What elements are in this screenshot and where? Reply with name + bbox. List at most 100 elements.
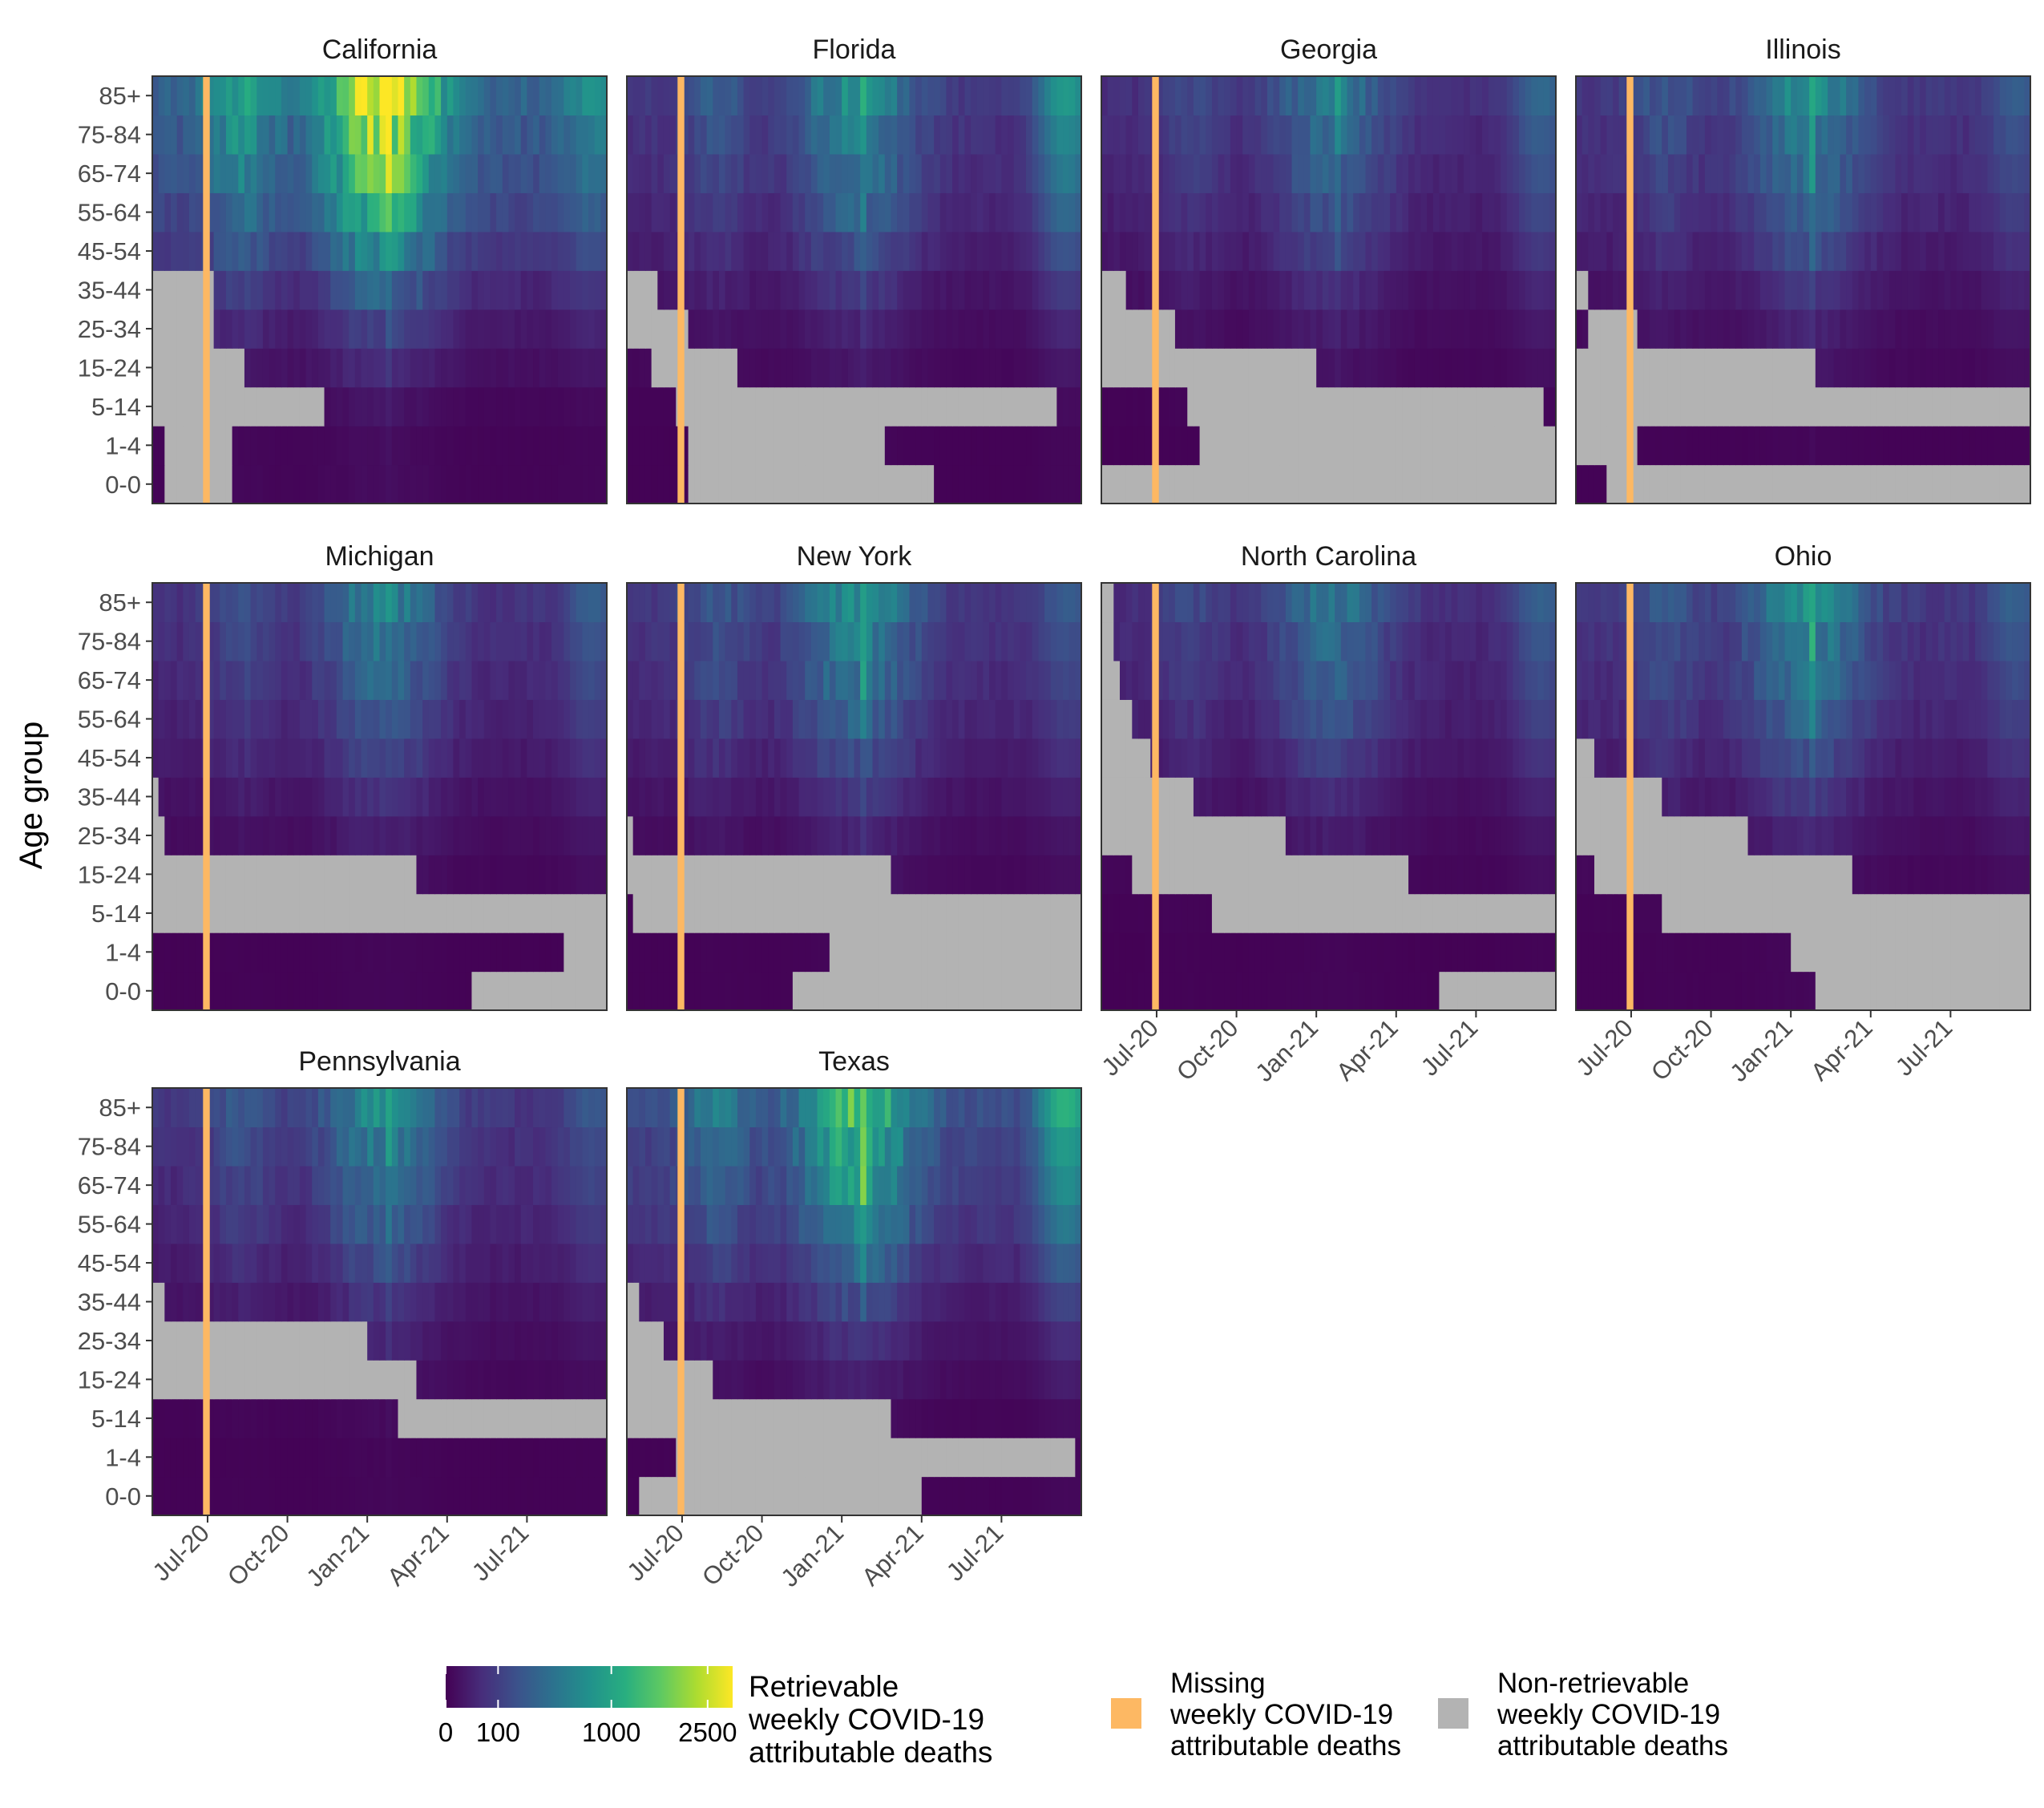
heatmap-cell	[152, 192, 159, 232]
heatmap-cell	[386, 348, 392, 387]
heatmap-cell	[1613, 192, 1619, 232]
heatmap-cell	[1298, 426, 1304, 465]
heatmap-cell	[1249, 192, 1255, 232]
heatmap-cell	[1353, 232, 1359, 271]
heatmap-cell	[1638, 426, 1644, 465]
heatmap-cell	[903, 699, 910, 738]
heatmap-cell	[257, 855, 263, 894]
heatmap-cell	[1014, 738, 1020, 778]
heatmap-cell	[1876, 76, 1883, 115]
heatmap-cell	[238, 583, 244, 622]
heatmap-cell	[306, 387, 313, 427]
heatmap-cell	[1353, 426, 1359, 465]
heatmap-cell	[1876, 309, 1883, 349]
heatmap-cell	[744, 465, 750, 504]
heatmap-cell	[1576, 115, 1582, 154]
heatmap-cell	[959, 309, 965, 349]
heatmap-cell	[959, 115, 965, 154]
heatmap-cell	[811, 465, 818, 504]
heatmap-cell	[786, 894, 793, 933]
heatmap-cell	[652, 932, 658, 972]
heatmap-cell	[652, 465, 658, 504]
heatmap-cell	[1347, 232, 1353, 271]
heatmap-cell	[866, 894, 873, 933]
heatmap-cell	[588, 426, 595, 465]
heatmap-cell	[1705, 270, 1711, 309]
heatmap-cell	[539, 115, 546, 154]
heatmap-cell	[713, 426, 719, 465]
heatmap-cell	[1507, 465, 1513, 504]
heatmap-cell	[897, 426, 903, 465]
heatmap-cell	[588, 738, 595, 778]
heatmap-cell	[1051, 855, 1057, 894]
heatmap-cell	[1804, 465, 1810, 504]
heatmap-cell	[737, 309, 744, 349]
heatmap-cell	[1008, 777, 1014, 816]
heatmap-cell	[756, 738, 762, 778]
heatmap-cell	[922, 816, 928, 855]
heatmap-cell	[1261, 232, 1267, 271]
heatmap-cell	[866, 738, 873, 778]
heatmap-cell	[1001, 192, 1008, 232]
heatmap-cell	[367, 309, 374, 349]
heatmap-cell	[903, 270, 910, 309]
heatmap-cell	[416, 232, 422, 271]
heatmap-cell	[879, 621, 885, 661]
heatmap-cell	[447, 621, 454, 661]
heatmap-cell	[1816, 232, 1822, 271]
heatmap-cell	[1390, 387, 1396, 427]
heatmap-cell	[639, 621, 645, 661]
heatmap-cell	[713, 154, 719, 193]
heatmap-cell	[1237, 270, 1243, 309]
heatmap-cell	[582, 154, 588, 193]
heatmap-cell	[367, 115, 374, 154]
heatmap-cell	[496, 115, 503, 154]
heatmap-cell	[564, 855, 570, 894]
heatmap-cell	[818, 115, 824, 154]
heatmap-cell	[159, 777, 165, 816]
heatmap-cell	[159, 932, 165, 972]
heatmap-cell	[860, 426, 866, 465]
heatmap-cell	[159, 76, 165, 115]
heatmap-cell	[293, 348, 300, 387]
heatmap-cell	[627, 621, 633, 661]
heatmap-cell	[1390, 348, 1396, 387]
heatmap-cell	[1051, 894, 1057, 933]
heatmap-cell	[1175, 348, 1182, 387]
heatmap-cell	[398, 115, 404, 154]
heatmap-cell	[521, 270, 527, 309]
heatmap-cell	[1619, 192, 1626, 232]
heatmap-cell	[343, 309, 349, 349]
heatmap-cell	[744, 115, 750, 154]
heatmap-cell	[996, 583, 1002, 622]
heatmap-cell	[633, 816, 640, 855]
heatmap-cell	[1063, 621, 1069, 661]
heatmap-cell	[275, 154, 281, 193]
heatmap-cell	[1816, 192, 1822, 232]
heatmap-cell	[337, 270, 343, 309]
heatmap-cell	[1537, 76, 1544, 115]
heatmap-cell	[1056, 232, 1063, 271]
heatmap-cell	[1212, 115, 1218, 154]
heatmap-cell	[1981, 465, 1988, 504]
heatmap-cell	[349, 583, 355, 622]
heatmap-cell	[434, 465, 441, 504]
heatmap-cell	[1292, 309, 1299, 349]
heatmap-cell	[232, 894, 239, 933]
heatmap-cell	[318, 76, 325, 115]
heatmap-cell	[466, 115, 472, 154]
heatmap-cell	[1026, 583, 1032, 622]
heatmap-cell	[1975, 270, 1981, 309]
heatmap-cell	[306, 154, 313, 193]
heatmap-cell	[799, 699, 806, 738]
heatmap-cell	[293, 583, 300, 622]
heatmap-cell	[1108, 232, 1114, 271]
heatmap-cell	[164, 738, 171, 778]
heatmap-cell	[1101, 348, 1108, 387]
heatmap-cell	[263, 583, 269, 622]
heatmap-cell	[1230, 76, 1237, 115]
heatmap-cell	[1895, 232, 1901, 271]
heatmap-cell	[744, 816, 750, 855]
heatmap-cell	[582, 661, 588, 700]
